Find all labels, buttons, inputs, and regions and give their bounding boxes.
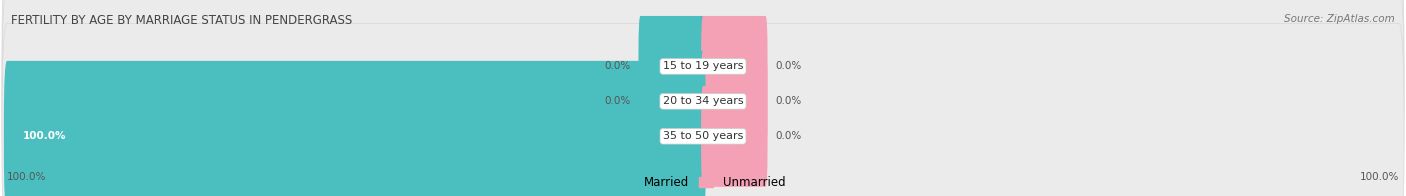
FancyBboxPatch shape [638,16,704,117]
Text: Source: ZipAtlas.com: Source: ZipAtlas.com [1284,14,1395,24]
Text: 20 to 34 years: 20 to 34 years [662,96,744,106]
Text: 0.0%: 0.0% [775,62,801,72]
Text: 0.0%: 0.0% [775,131,801,141]
Legend: Married, Unmarried: Married, Unmarried [619,173,787,191]
Text: 35 to 50 years: 35 to 50 years [662,131,744,141]
Text: 0.0%: 0.0% [605,62,631,72]
FancyBboxPatch shape [702,16,768,117]
Text: FERTILITY BY AGE BY MARRIAGE STATUS IN PENDERGRASS: FERTILITY BY AGE BY MARRIAGE STATUS IN P… [11,14,353,27]
Text: 100.0%: 100.0% [22,131,66,141]
FancyBboxPatch shape [1,24,1405,196]
Text: 100.0%: 100.0% [1360,172,1399,182]
Text: 0.0%: 0.0% [605,96,631,106]
Text: 100.0%: 100.0% [7,172,46,182]
FancyBboxPatch shape [702,51,768,152]
FancyBboxPatch shape [638,51,704,152]
FancyBboxPatch shape [702,86,768,187]
Text: 15 to 19 years: 15 to 19 years [662,62,744,72]
FancyBboxPatch shape [1,0,1405,179]
FancyBboxPatch shape [4,61,706,196]
Text: 0.0%: 0.0% [775,96,801,106]
